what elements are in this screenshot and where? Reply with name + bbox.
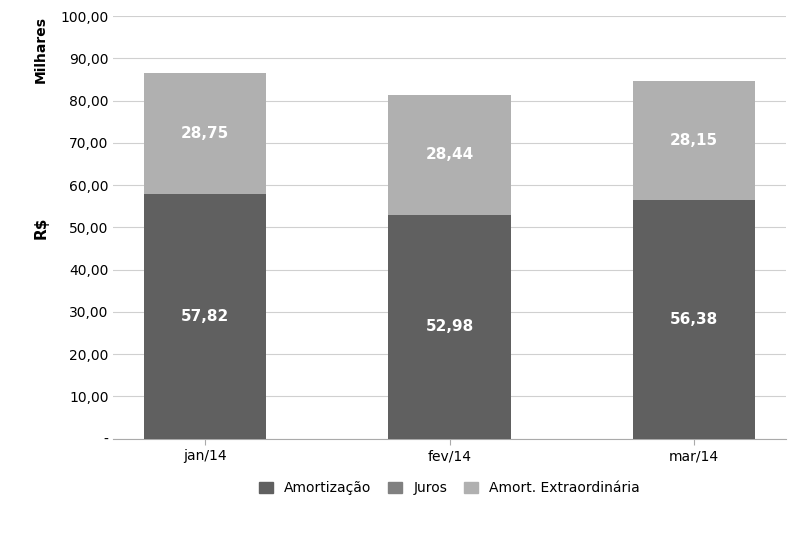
Legend: Amortização, Juros, Amort. Extraordinária: Amortização, Juros, Amort. Extraordinári… [259, 481, 640, 495]
Text: 28,75: 28,75 [181, 126, 229, 141]
Text: R$: R$ [34, 216, 49, 239]
Bar [144, 194, 266, 439]
Bar [633, 81, 755, 201]
Text: 56,38: 56,38 [670, 312, 718, 327]
Text: 52,98: 52,98 [425, 319, 474, 334]
Bar [389, 95, 510, 215]
Bar [389, 215, 510, 439]
Bar [144, 73, 266, 194]
Text: 57,82: 57,82 [181, 309, 229, 324]
Text: 28,15: 28,15 [670, 133, 718, 148]
Text: Milhares: Milhares [34, 16, 48, 83]
Bar [633, 201, 755, 439]
Text: 28,44: 28,44 [425, 147, 474, 162]
